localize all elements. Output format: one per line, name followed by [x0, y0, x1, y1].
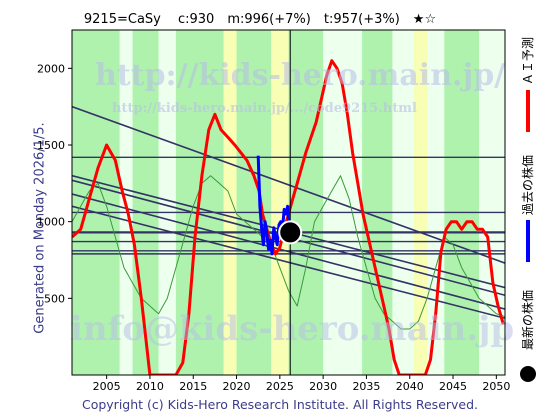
x-tick-label-2045: 2045 — [439, 380, 467, 393]
band-7 — [271, 30, 289, 375]
band-3 — [158, 30, 176, 375]
band-5 — [223, 30, 237, 375]
plot-frame — [71, 29, 506, 376]
legend-swatch-2 — [520, 366, 536, 382]
y-tick-label-1000: 1000 — [37, 216, 65, 229]
y-axis: 500 1000 1500 2000 — [37, 62, 72, 305]
band-12 — [414, 30, 428, 375]
watermark: http://kids-hero.main.jp/ http://kids-he… — [70, 58, 514, 349]
x-tick-label-2010: 2010 — [136, 380, 164, 393]
chart-title: 9215=CaSy c:930 m:996(+7%) t:957(+3%) ★☆ — [83, 12, 437, 27]
x-tick-label-2005: 2005 — [93, 380, 121, 393]
y-tick-label-2000: 2000 — [37, 62, 65, 75]
watermark-url: http://kids-hero.main.jp/ — [95, 58, 505, 93]
band-6 — [236, 30, 272, 375]
band-0 — [72, 30, 120, 375]
trend-line-3 — [72, 193, 505, 310]
series-line-0 — [72, 59, 505, 375]
x-tick-label-2020: 2020 — [223, 380, 251, 393]
x-tick-label-2030: 2030 — [309, 380, 337, 393]
legend-label-0: ＡＩ予測 — [521, 37, 535, 85]
x-tick-label-2050: 2050 — [482, 380, 510, 393]
band-11 — [392, 30, 415, 375]
legend-swatch-0 — [526, 90, 530, 132]
x-tick-label-2035: 2035 — [352, 380, 380, 393]
trend-line-4 — [72, 205, 505, 320]
x-axis: 2005 2010 2015 2020 2025 2030 2035 2040 2045 2050 — [93, 375, 510, 393]
legend-label-1: 過去の株価 — [520, 155, 535, 215]
latest-price-marker — [278, 220, 303, 245]
x-tick-label-2040: 2040 — [396, 380, 424, 393]
x-tick-label-2015: 2015 — [179, 380, 207, 393]
legend-swatch-1 — [526, 220, 530, 262]
legend-label-2: 最新の株価 — [520, 290, 535, 350]
watermark-email: info@kids-hero.main.jp — [70, 309, 514, 349]
copyright-footer: Copyright (c) Kids-Hero Research Institu… — [81, 397, 479, 412]
band-14 — [444, 30, 480, 375]
stock-chart: http://kids-hero.main.jp/ http://kids-he… — [37, 29, 536, 393]
y-tick-label-500: 500 — [44, 292, 65, 305]
x-tick-label-2025: 2025 — [266, 380, 294, 393]
band-8 — [288, 30, 324, 375]
series-line-2 — [72, 175, 505, 330]
watermark-subpage: http://kids-hero.main.jp/.../code9215.ht… — [112, 101, 417, 116]
series-line-1 — [256, 155, 291, 256]
trend-line-0 — [72, 105, 505, 264]
y-tick-label-1500: 1500 — [37, 139, 65, 152]
data-series — [72, 59, 505, 375]
